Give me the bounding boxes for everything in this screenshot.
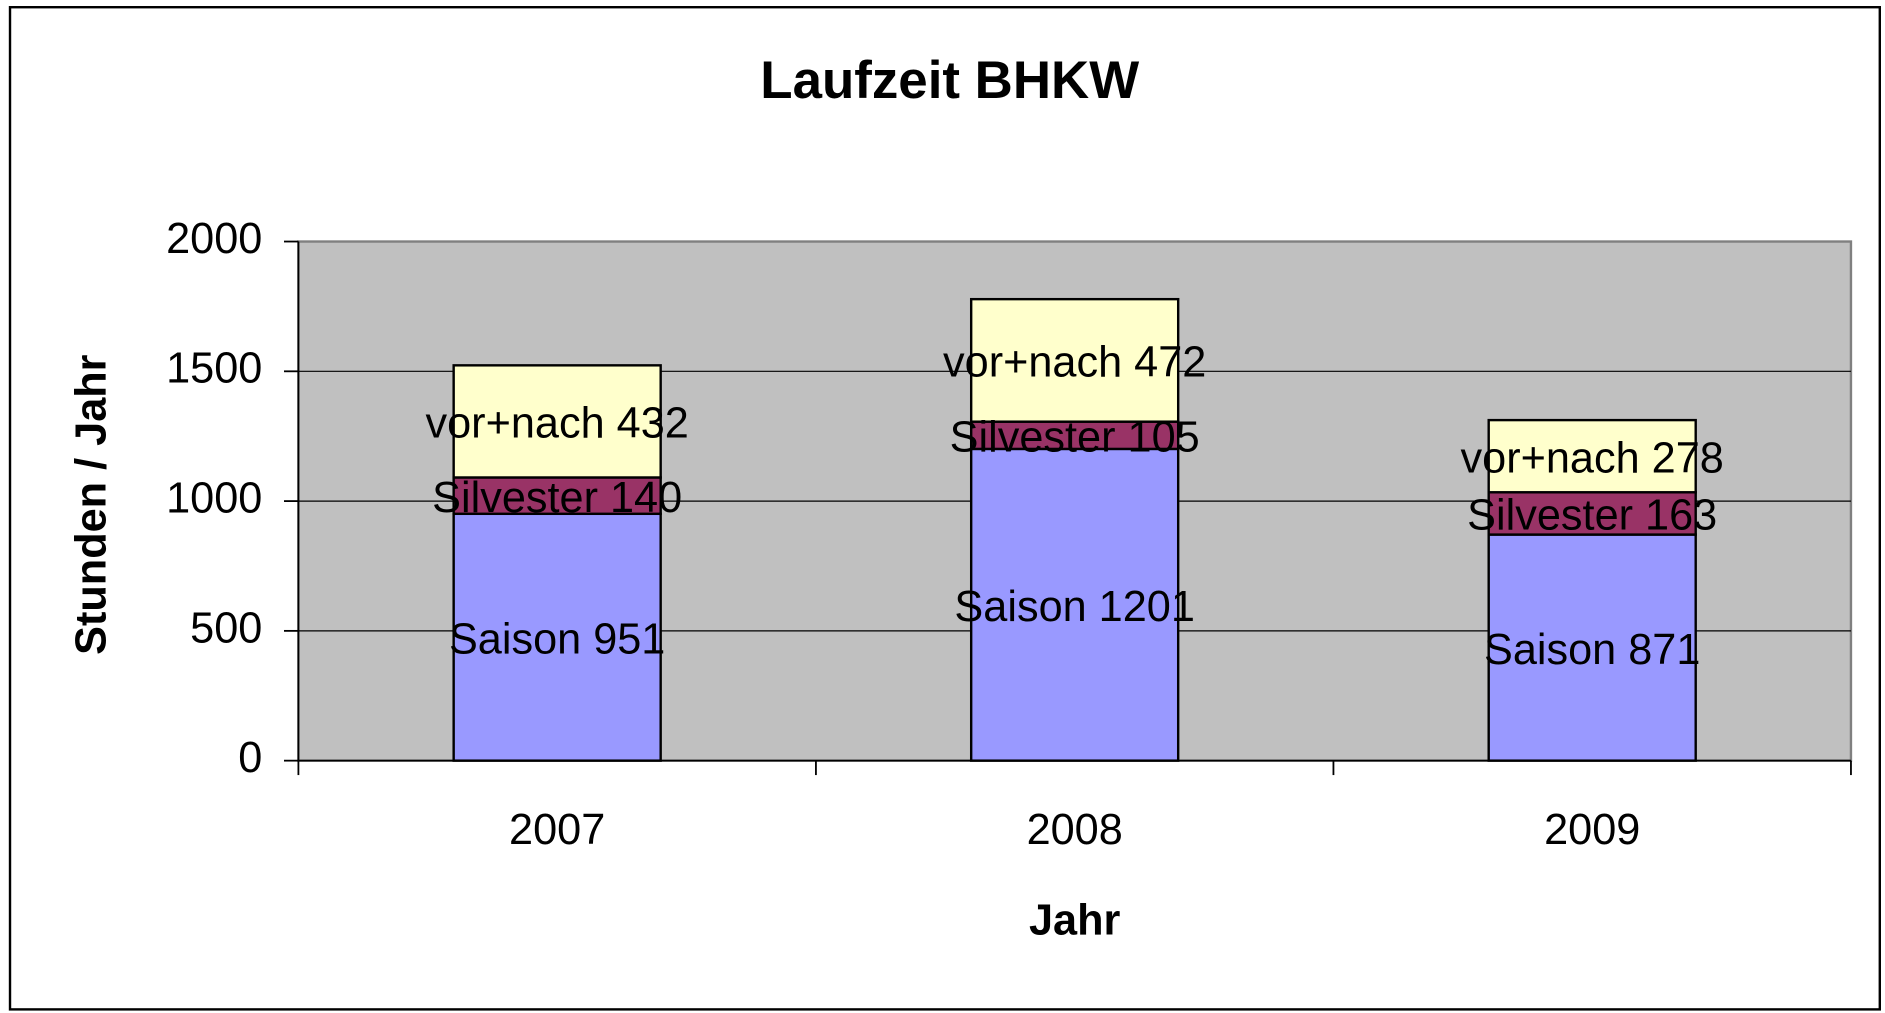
bar-segment	[1487, 418, 1697, 494]
bar-segment	[1487, 491, 1697, 536]
data-label: Silvester 163	[1467, 492, 1717, 540]
data-label: vor+nach 278	[1461, 434, 1724, 482]
y-tick-label: 500	[190, 604, 262, 652]
y-tick-label: 2000	[166, 215, 262, 263]
x-tick-label: 2007	[509, 806, 605, 854]
bar-segment	[452, 364, 662, 479]
bar-segment	[969, 447, 1180, 762]
data-label: vor+nach 472	[943, 339, 1206, 387]
x-tick-label: 2008	[1027, 806, 1123, 854]
y-tick-label: 0	[238, 734, 262, 782]
data-label: Saison 951	[449, 615, 665, 663]
bar-segment	[1487, 533, 1697, 762]
chart-title: Laufzeit BHKW	[760, 51, 1139, 110]
data-label: Saison 871	[1484, 626, 1700, 674]
bar-segment	[452, 476, 662, 516]
data-label: vor+nach 432	[426, 400, 689, 448]
data-label: Saison 1201	[954, 583, 1194, 631]
x-tick-label: 2009	[1544, 806, 1640, 854]
x-axis-title: Jahr	[1029, 896, 1121, 944]
bar-segment	[969, 420, 1180, 451]
y-tick-label: 1000	[166, 475, 262, 523]
y-tick-label: 1500	[166, 345, 262, 393]
data-label: Silvester 140	[432, 474, 682, 522]
data-label: Silvester 105	[950, 414, 1200, 462]
bar-segment	[452, 512, 662, 762]
bar-segment	[969, 297, 1180, 423]
y-axis-title: Stunden / Jahr	[68, 354, 116, 655]
